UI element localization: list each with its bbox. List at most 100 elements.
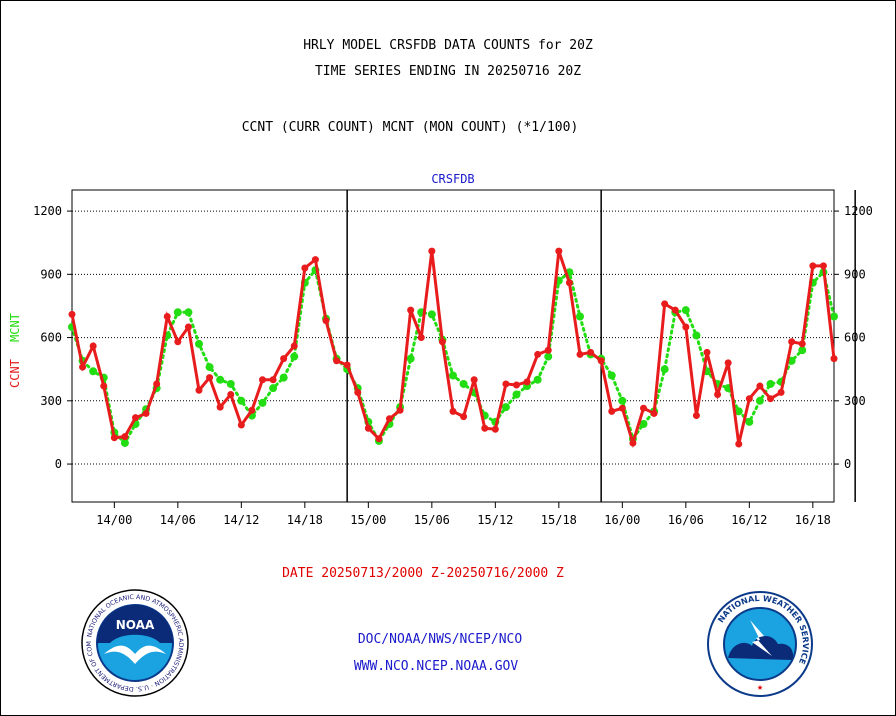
data-point-mcnt (544, 352, 553, 361)
data-point-ccnt (269, 376, 277, 384)
data-point-ccnt (79, 363, 87, 371)
data-point-ccnt (364, 424, 372, 432)
data-point-ccnt (417, 334, 425, 342)
data-point-mcnt (533, 375, 542, 384)
data-point-ccnt (523, 378, 531, 386)
data-point-mcnt (830, 312, 838, 321)
y-tick-label-right: 1200 (844, 204, 873, 218)
credit-doc-noaa: DOC/NOAA/NWS/NCEP/NCO (357, 632, 523, 647)
y-tick-label-left: 300 (40, 394, 62, 408)
data-point-ccnt (502, 380, 510, 388)
data-point-ccnt (692, 412, 700, 420)
data-point-ccnt (237, 421, 245, 429)
data-point-mcnt (205, 363, 214, 372)
nws-logo: NATIONAL WEATHER SERVICE ★ (707, 591, 813, 697)
chart-subtitle: CCNT (CURR COUNT) MCNT (MON COUNT) (*1/1… (241, 120, 579, 135)
data-point-ccnt (195, 386, 203, 394)
data-point-mcnt (173, 308, 182, 317)
data-point-mcnt (120, 438, 129, 447)
chart-title-line1: HRLY MODEL CRSFDB DATA COUNTS for 20Z (303, 38, 593, 53)
data-point-mcnt (692, 331, 701, 340)
series-line-ccnt (70, 250, 836, 449)
data-point-ccnt (650, 409, 658, 417)
data-point-mcnt (269, 384, 278, 393)
data-point-ccnt (608, 407, 616, 415)
x-tick-label: 16/06 (668, 513, 704, 527)
data-point-ccnt (89, 342, 97, 350)
data-point-ccnt (491, 425, 499, 433)
y-axis-label-ccnt: CCNT (8, 359, 22, 388)
panel-label: CRSFDB (431, 172, 474, 186)
data-point-ccnt (227, 390, 235, 398)
data-point-ccnt (544, 346, 552, 354)
data-point-ccnt (449, 407, 457, 415)
data-point-ccnt (534, 350, 542, 358)
data-point-ccnt (767, 395, 774, 403)
data-point-mcnt (237, 396, 246, 405)
data-point-ccnt (513, 381, 520, 389)
x-tick-label: 15/00 (350, 513, 386, 527)
data-point-ccnt (830, 355, 838, 363)
data-point-mcnt (512, 390, 521, 399)
data-point-ccnt (555, 247, 563, 255)
data-point-ccnt (322, 317, 330, 325)
data-point-ccnt (724, 359, 732, 367)
data-point-ccnt (788, 338, 796, 346)
x-tick-label: 15/18 (541, 513, 577, 527)
data-point-mcnt (745, 417, 754, 426)
x-tick-label: 15/12 (477, 513, 513, 527)
data-point-ccnt (640, 404, 647, 412)
series-line-mcnt (70, 266, 836, 446)
data-point-ccnt (206, 374, 214, 382)
data-point-mcnt (660, 365, 669, 374)
data-point-ccnt (407, 306, 415, 314)
data-point-ccnt (396, 406, 404, 414)
x-tick-label: 16/18 (795, 513, 831, 527)
data-point-ccnt (661, 300, 669, 308)
data-point-ccnt (756, 382, 764, 390)
data-point-ccnt (174, 338, 182, 346)
data-point-ccnt (745, 395, 753, 403)
data-point-ccnt (184, 323, 192, 331)
data-point-ccnt (798, 340, 806, 348)
data-point-mcnt (279, 373, 288, 382)
data-point-mcnt (406, 354, 415, 363)
data-point-ccnt (343, 361, 351, 369)
data-point-ccnt (280, 355, 288, 363)
data-point-ccnt (565, 279, 573, 287)
data-point-ccnt (819, 262, 827, 270)
data-point-ccnt (428, 247, 436, 255)
y-tick-label-right: 0 (844, 457, 851, 471)
data-point-mcnt (639, 420, 648, 428)
data-point-ccnt (682, 323, 690, 331)
x-tick-label: 16/12 (731, 513, 767, 527)
noaa-logo-text: NOAA (116, 618, 155, 632)
data-point-ccnt (121, 433, 129, 441)
data-point-ccnt (597, 357, 605, 365)
data-point-mcnt (787, 356, 796, 365)
data-point-ccnt (671, 306, 679, 314)
data-point-mcnt (766, 379, 775, 388)
data-point-ccnt (470, 376, 478, 384)
plot-frame (71, 189, 835, 503)
data-point-ccnt (386, 415, 393, 423)
data-point-ccnt (301, 264, 309, 272)
data-point-ccnt (216, 403, 224, 411)
data-point-ccnt (438, 338, 446, 346)
data-point-mcnt (427, 310, 436, 319)
data-point-mcnt (607, 371, 616, 380)
data-point-ccnt (163, 312, 171, 320)
data-point-ccnt (100, 382, 108, 390)
y-axis-label-mcnt: MCNT (8, 313, 22, 342)
data-point-mcnt (576, 312, 584, 321)
noaa-logo: NATIONAL OCEANIC AND ATMOSPHERIC ADMINIS… (80, 588, 189, 697)
y-tick-label-left: 1200 (33, 204, 62, 218)
x-tick-label: 16/00 (604, 513, 640, 527)
chart-title-line2: TIME SERIES ENDING IN 20250716 20Z (314, 64, 582, 79)
data-point-ccnt (735, 440, 743, 448)
data-point-ccnt (576, 350, 584, 358)
data-point-ccnt (629, 439, 637, 447)
data-point-mcnt (89, 367, 98, 376)
data-point-ccnt (460, 413, 468, 421)
